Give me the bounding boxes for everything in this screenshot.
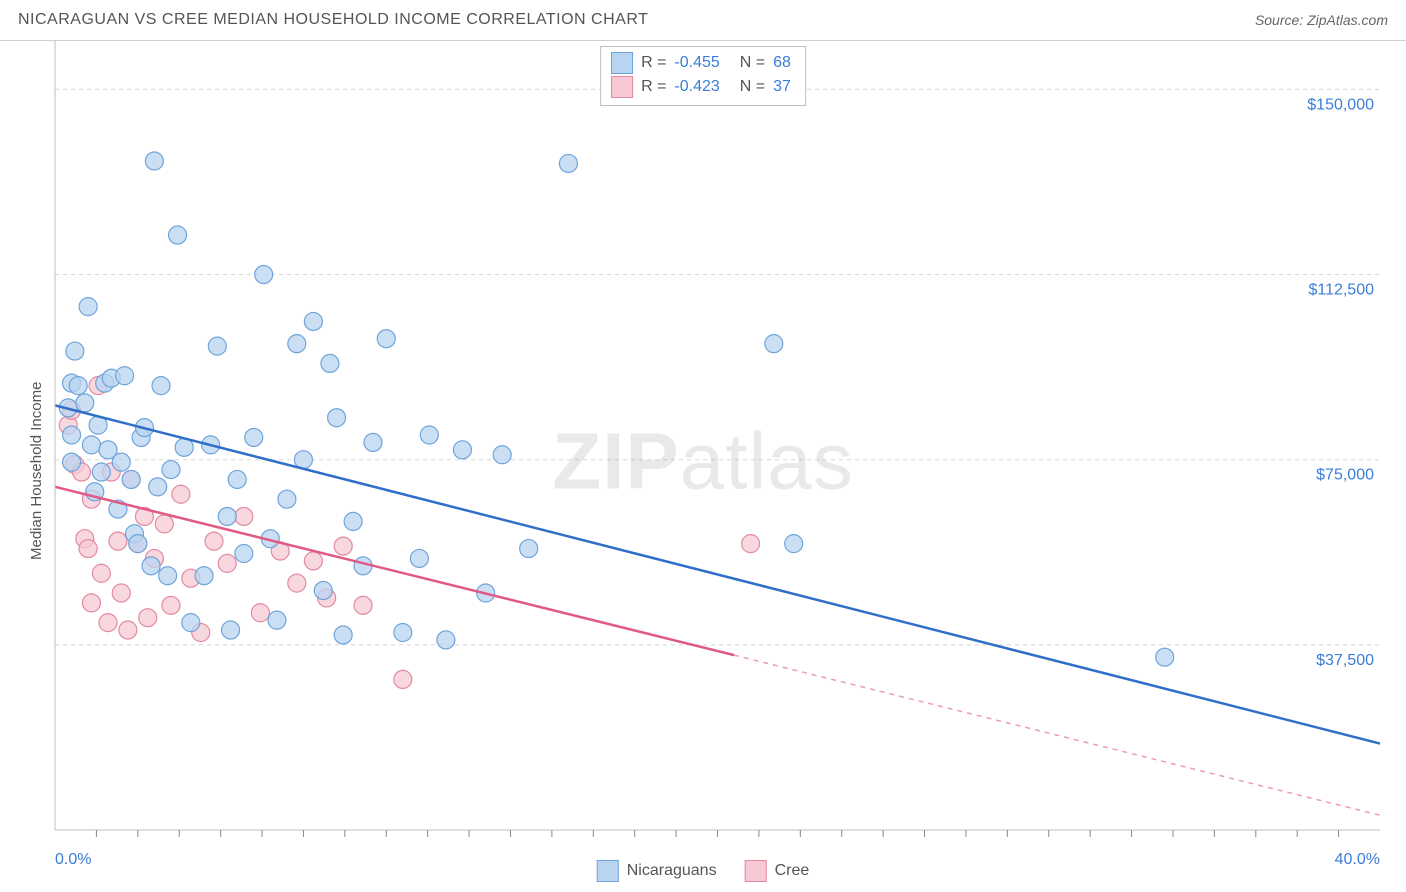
series-legend: Nicaraguans Cree	[597, 860, 810, 882]
svg-text:40.0%: 40.0%	[1335, 851, 1380, 868]
swatch-nicaraguans	[611, 52, 633, 74]
legend-row-2: R = -0.423 N = 37	[611, 75, 791, 99]
svg-text:$112,500: $112,500	[1308, 282, 1374, 299]
chart-area: Median Household Income ZIPatlas $37,500…	[0, 40, 1406, 892]
svg-text:0.0%: 0.0%	[55, 851, 91, 868]
legend-item-nicaraguans: Nicaraguans	[597, 860, 717, 882]
svg-text:$37,500: $37,500	[1316, 652, 1374, 669]
swatch-cree-icon	[745, 860, 767, 882]
svg-text:$150,000: $150,000	[1307, 96, 1374, 113]
swatch-nicaraguans-icon	[597, 860, 619, 882]
chart-title: NICARAGUAN VS CREE MEDIAN HOUSEHOLD INCO…	[18, 11, 648, 29]
y-axis-label: Median Household Income	[28, 382, 45, 560]
swatch-cree	[611, 76, 633, 98]
correlation-legend: R = -0.455 N = 68 R = -0.423 N = 37	[600, 46, 806, 106]
legend-item-cree: Cree	[745, 860, 810, 882]
svg-text:$75,000: $75,000	[1316, 467, 1374, 484]
chart-header: NICARAGUAN VS CREE MEDIAN HOUSEHOLD INCO…	[0, 0, 1406, 41]
scatter-plot: $37,500 $75,000 $112,500 $150,000 0.0% 40.0%	[0, 40, 1406, 892]
chart-source: Source: ZipAtlas.com	[1255, 12, 1388, 28]
legend-row-1: R = -0.455 N = 68	[611, 51, 791, 75]
chart-container: NICARAGUAN VS CREE MEDIAN HOUSEHOLD INCO…	[0, 0, 1406, 892]
